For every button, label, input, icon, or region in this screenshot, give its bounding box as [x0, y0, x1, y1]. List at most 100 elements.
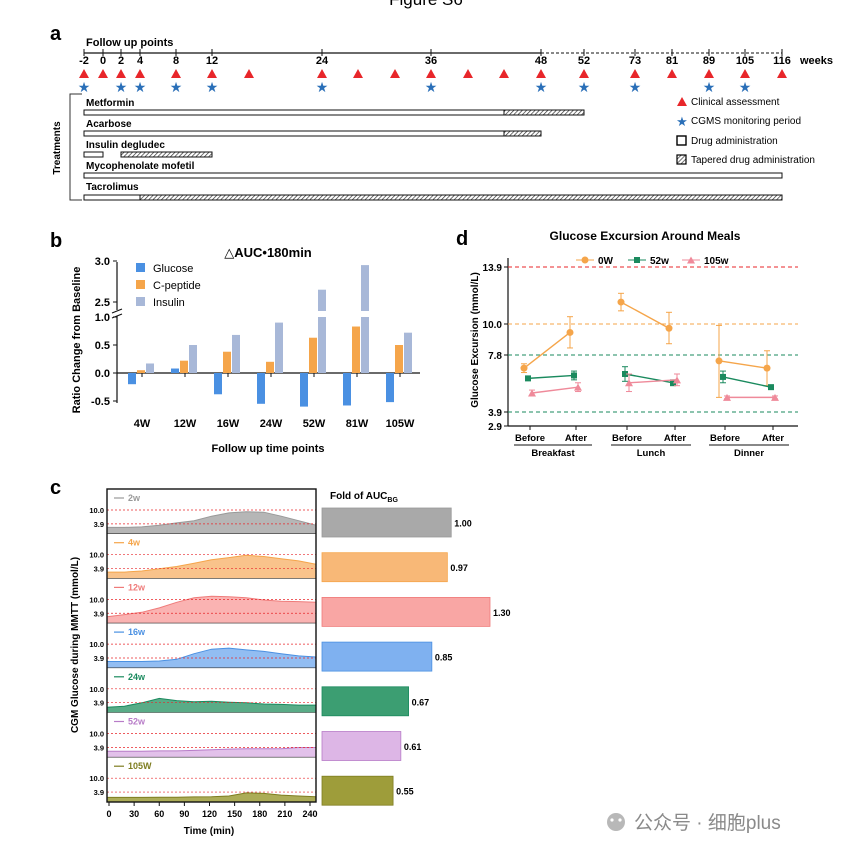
tapered-drug-bar — [503, 130, 542, 137]
cgm-row-label: 105W — [128, 761, 152, 771]
cgm-ref-label-3.9: 3.9 — [94, 654, 104, 663]
cgms-star-marker: ★ — [578, 79, 591, 95]
panel-b-bar-chart: △AUC•180min Ratio Change from Baseline F… — [71, 245, 420, 455]
timeline-tick-label: 12 — [206, 55, 218, 67]
b-legend: Glucose C-peptide Insulin — [136, 263, 201, 309]
d-phase-label: Before — [710, 433, 740, 444]
timeline-tick-label: 73 — [629, 55, 641, 67]
d-y-tick-label: 10.0 — [483, 320, 503, 331]
timeline-tick-label: 36 — [425, 55, 437, 67]
d-title: Glucose Excursion Around Meals — [550, 229, 741, 243]
tapered-drug-bar — [503, 109, 585, 116]
b-bar-glucose — [171, 368, 179, 373]
d-segment-105w — [531, 386, 579, 394]
timeline-tick-label: 105 — [736, 55, 754, 67]
b-legend-glucose-label: Glucose — [153, 263, 193, 275]
cgm-ref-label-3.9: 3.9 — [94, 743, 104, 752]
b-legend-cpeptide-swatch — [136, 280, 145, 289]
clinical-assessment-marker — [98, 69, 108, 78]
legend-clinical-label: Clinical assessment — [691, 97, 780, 108]
timeline-tick-label: -2 — [79, 55, 89, 67]
cgm-line-2w — [107, 511, 317, 528]
legend-drug-marker — [676, 135, 687, 146]
d-point-105w — [625, 379, 633, 387]
d-point-105w — [771, 393, 779, 401]
b-bar-insulin — [275, 322, 283, 373]
timeline-tick-label: 81 — [666, 55, 678, 67]
timeline-title: Follow up points — [86, 37, 173, 49]
clinical-assessment-marker — [390, 69, 400, 78]
cgm-row-label: 2w — [128, 493, 141, 503]
b-x-tick-label: 105W — [386, 418, 415, 430]
panel-c-cgm-areas: CGM Glucose during MMTT (mmol/L) Time (m… — [70, 488, 511, 837]
b-x-tick-label: 4W — [134, 418, 151, 430]
b-y-tick-label: 1.0 — [95, 312, 110, 324]
c-x-tick-label: 0 — [106, 809, 111, 819]
d-point-0W — [566, 328, 574, 336]
d-legend-52w-marker — [634, 257, 640, 263]
b-xlabel: Follow up time points — [211, 443, 324, 455]
d-y-tick-label: 7.8 — [488, 351, 502, 362]
treatment-label: Insulin degludec — [86, 140, 165, 151]
clinical-assessment-marker — [630, 69, 640, 78]
cgms-star-marker: ★ — [316, 79, 329, 95]
c-x-tick-label: 120 — [202, 809, 217, 819]
cgm-row-label: 16w — [128, 627, 146, 637]
clinical-assessment-marker — [79, 69, 89, 78]
cgm-ref-label-3.9: 3.9 — [94, 565, 104, 574]
fold-bar-24w — [321, 686, 409, 717]
cgm-ref-label-10: 10.0 — [89, 640, 104, 649]
d-point-0W — [763, 364, 771, 372]
cgm-ref-label-10: 10.0 — [89, 551, 104, 560]
b-bar-glucose — [300, 373, 308, 407]
clinical-assessment-marker — [777, 69, 787, 78]
cgms-star-marker: ★ — [629, 79, 642, 95]
clinical-assessment-marker — [667, 69, 677, 78]
d-phase-label: After — [565, 433, 587, 444]
c-frame — [106, 488, 317, 803]
d-legend-0w-marker — [581, 256, 589, 264]
d-point-0W — [520, 364, 528, 372]
drug-administration-bar — [83, 109, 505, 116]
treatment-label: Mycophenolate mofetil — [86, 161, 195, 172]
c-x-tick-label: 150 — [227, 809, 242, 819]
cgm-ref-label-3.9: 3.9 — [94, 609, 104, 618]
cgm-area-52w — [107, 747, 316, 758]
cgms-star-marker: ★ — [425, 79, 438, 95]
panel-d-meal-excursion: Glucose Excursion Around Meals Glucose E… — [470, 229, 798, 459]
cgm-ref-label-10: 10.0 — [89, 730, 104, 739]
b-bar-glucose — [386, 373, 394, 403]
c-x-tick-label: 240 — [302, 809, 317, 819]
b-bar-insulin — [232, 334, 240, 373]
clinical-assessment-marker — [426, 69, 436, 78]
panel-letter-b: b — [50, 230, 62, 252]
clinical-assessment-marker — [499, 69, 509, 78]
fold-value: 0.67 — [412, 697, 430, 707]
cgm-row-label: 12w — [128, 582, 146, 592]
fold-bar-16w — [321, 641, 433, 672]
clinical-assessment-marker — [704, 69, 714, 78]
b-bar-insulin-upper — [318, 289, 326, 311]
b-bar-insulin — [404, 332, 412, 373]
d-y-tick-label: 3.9 — [488, 408, 502, 419]
c-x-tick-label: 60 — [154, 809, 164, 819]
timeline-tick-label: 52 — [578, 55, 590, 67]
cgms-star-marker: ★ — [78, 79, 91, 95]
timeline-tick-label: 116 — [773, 55, 791, 67]
cgm-ref-label-10: 10.0 — [89, 774, 104, 783]
figure-title: Figure S6 — [389, 0, 463, 9]
fold-bar-2w — [321, 507, 452, 538]
d-point-52w — [571, 372, 577, 379]
clinical-assessment-marker — [317, 69, 327, 78]
b-bar-glucose — [128, 373, 136, 385]
b-x-tick-label: 81W — [346, 418, 369, 430]
c-x-tick-label: 90 — [179, 809, 189, 819]
d-segment-0W — [718, 360, 768, 369]
b-bar-c-peptide — [352, 326, 360, 373]
cgm-area-4w — [107, 555, 316, 579]
fold-value: 0.97 — [450, 563, 468, 573]
cgm-line-12w — [106, 595, 317, 618]
drug-administration-bar — [83, 151, 104, 158]
b-y-tick-label: 0.0 — [95, 368, 110, 380]
b-legend-cpeptide-label: C-peptide — [153, 280, 201, 292]
